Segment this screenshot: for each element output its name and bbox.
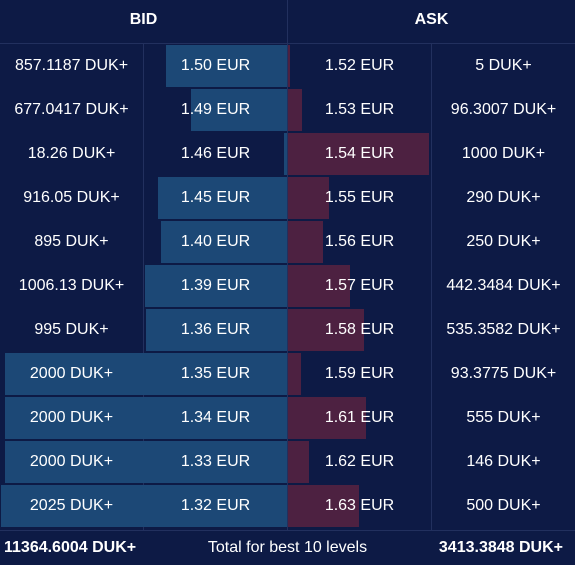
bid-depth-bar: [5, 353, 287, 395]
side-divider: [287, 0, 288, 530]
bid-depth-bar: [146, 309, 287, 351]
bid-depth-bar: [284, 133, 287, 175]
order-book-row: 857.1187 DUK+ 1.50 EUR 1.52 EUR 5 DUK+: [0, 44, 575, 88]
ask-price[interactable]: 1.59 EUR: [324, 365, 395, 382]
bid-depth-bar: [161, 221, 287, 263]
ask-price[interactable]: 1.52 EUR: [324, 57, 395, 74]
bid-quantity[interactable]: 895 DUK+: [34, 233, 109, 250]
ask-depth-bar: [288, 221, 323, 263]
order-book-row: 2025 DUK+ 1.32 EUR 1.63 EUR 500 DUK+: [0, 484, 575, 528]
order-book-row: 2000 DUK+ 1.35 EUR 1.59 EUR 93.3775 DUK+: [0, 352, 575, 396]
ask-price[interactable]: 1.63 EUR: [324, 497, 395, 514]
bid-quantity[interactable]: 2000 DUK+: [29, 409, 114, 426]
order-book-row: 895 DUK+ 1.40 EUR 1.56 EUR 250 DUK+: [0, 220, 575, 264]
bid-price[interactable]: 1.36 EUR: [180, 321, 251, 338]
bid-price[interactable]: 1.33 EUR: [180, 453, 251, 470]
order-book-footer: Total for best 10 levels 11364.6004 DUK+…: [0, 530, 575, 560]
bid-column-header: BID: [129, 11, 158, 28]
ask-quantity[interactable]: 535.3582 DUK+: [446, 321, 561, 338]
ask-quantity[interactable]: 250 DUK+: [466, 233, 541, 250]
bid-price[interactable]: 1.34 EUR: [180, 409, 251, 426]
ask-depth-bar: [288, 133, 429, 175]
ask-column-header: ASK: [414, 11, 449, 28]
bid-quantity[interactable]: 916.05 DUK+: [23, 189, 120, 206]
bid-total: 11364.6004 DUK+: [4, 539, 137, 556]
ask-depth-bar: [288, 265, 350, 307]
ask-quantity[interactable]: 1000 DUK+: [461, 145, 546, 162]
bid-quantity[interactable]: 2000 DUK+: [29, 453, 114, 470]
ask-depth-bar: [288, 89, 302, 131]
bid-depth-bar: [145, 265, 287, 307]
bid-quantity[interactable]: 857.1187 DUK+: [14, 57, 129, 74]
bid-depth-bar: [5, 441, 287, 483]
bid-depth-bar: [1, 485, 287, 527]
ask-depth-bar: [288, 353, 301, 395]
bid-price[interactable]: 1.32 EUR: [180, 497, 251, 514]
bid-price[interactable]: 1.50 EUR: [180, 57, 251, 74]
order-book-row: 2000 DUK+ 1.33 EUR 1.62 EUR 146 DUK+: [0, 440, 575, 484]
bid-quantity[interactable]: 18.26 DUK+: [27, 145, 116, 162]
bid-depth-bar: [5, 397, 287, 439]
ask-quantity[interactable]: 290 DUK+: [466, 189, 541, 206]
ask-quantity[interactable]: 442.3484 DUK+: [446, 277, 561, 294]
ask-price[interactable]: 1.61 EUR: [324, 409, 395, 426]
bid-price[interactable]: 1.35 EUR: [180, 365, 251, 382]
bid-column-divider: [143, 44, 144, 530]
ask-price[interactable]: 1.53 EUR: [324, 101, 395, 118]
order-book-row: 677.0417 DUK+ 1.49 EUR 1.53 EUR 96.3007 DUK…: [0, 88, 575, 132]
ask-quantity[interactable]: 93.3775 DUK+: [450, 365, 557, 382]
ask-depth-bar: [288, 441, 309, 483]
bid-price[interactable]: 1.45 EUR: [180, 189, 251, 206]
ask-depth-bar: [288, 309, 364, 351]
ask-total: 3413.3848 DUK+: [438, 539, 563, 556]
ask-depth-bar: [288, 397, 366, 439]
ask-price[interactable]: 1.58 EUR: [324, 321, 395, 338]
bid-depth-bar: [166, 45, 287, 87]
bid-depth-bar: [191, 89, 287, 131]
ask-quantity[interactable]: 146 DUK+: [466, 453, 541, 470]
bid-quantity[interactable]: 1006.13 DUK+: [18, 277, 125, 294]
bid-price[interactable]: 1.46 EUR: [180, 145, 251, 162]
bid-depth-bar: [158, 177, 287, 219]
ask-column-divider: [431, 44, 432, 530]
ask-quantity[interactable]: 5 DUK+: [475, 57, 532, 74]
bid-quantity[interactable]: 2025 DUK+: [29, 497, 114, 514]
ask-price[interactable]: 1.57 EUR: [324, 277, 395, 294]
bid-price[interactable]: 1.40 EUR: [180, 233, 251, 250]
ask-depth-bar: [288, 45, 290, 87]
order-book-row: 995 DUK+ 1.36 EUR 1.58 EUR 535.3582 DUK+: [0, 308, 575, 352]
ask-price[interactable]: 1.55 EUR: [324, 189, 395, 206]
ask-price[interactable]: 1.62 EUR: [324, 453, 395, 470]
bid-price[interactable]: 1.39 EUR: [180, 277, 251, 294]
order-book-row: 1006.13 DUK+ 1.39 EUR 1.57 EUR 442.3484 DUK…: [0, 264, 575, 308]
bid-quantity[interactable]: 677.0417 DUK+: [14, 101, 129, 118]
ask-quantity[interactable]: 555 DUK+: [466, 409, 541, 426]
ask-price[interactable]: 1.54 EUR: [324, 145, 395, 162]
ask-depth-bar: [288, 177, 329, 219]
bid-quantity[interactable]: 2000 DUK+: [29, 365, 114, 382]
bid-quantity[interactable]: 995 DUK+: [34, 321, 109, 338]
totals-label: Total for best 10 levels: [207, 539, 368, 556]
ask-quantity[interactable]: 500 DUK+: [466, 497, 541, 514]
bid-price[interactable]: 1.49 EUR: [180, 101, 251, 118]
order-book-row: 18.26 DUK+ 1.46 EUR 1.54 EUR 1000 DUK+: [0, 132, 575, 176]
ask-quantity[interactable]: 96.3007 DUK+: [450, 101, 557, 118]
order-book-row: 2000 DUK+ 1.34 EUR 1.61 EUR 555 DUK+: [0, 396, 575, 440]
order-book-row: 916.05 DUK+ 1.45 EUR 1.55 EUR 290 DUK+: [0, 176, 575, 220]
ask-depth-bar: [288, 485, 359, 527]
ask-price[interactable]: 1.56 EUR: [324, 233, 395, 250]
